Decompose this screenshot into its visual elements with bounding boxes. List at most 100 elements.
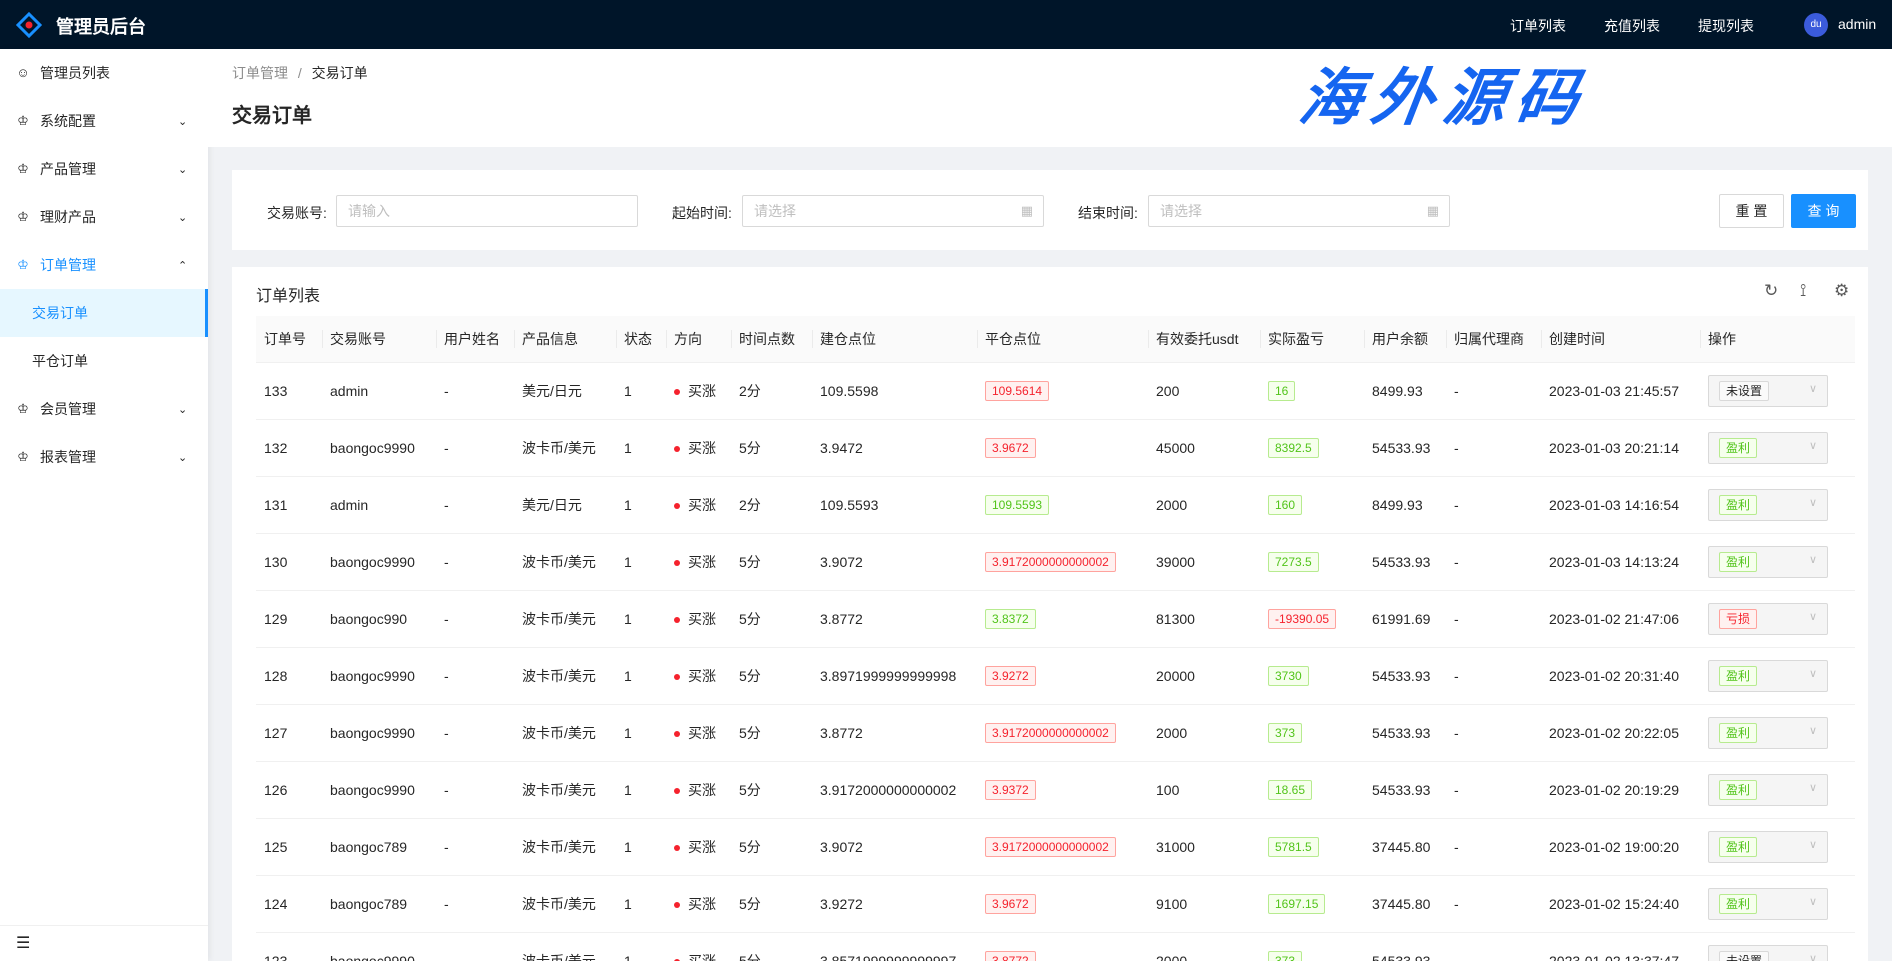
result-select[interactable]: 盈利 ∨	[1708, 545, 1828, 578]
result-select[interactable]: 未设置 ∨	[1708, 944, 1828, 961]
chevron-down-icon: ∨	[1808, 781, 1817, 794]
pnl-tag: 8392.5	[1268, 437, 1319, 458]
cell-product: 波卡币/美元	[514, 818, 616, 876]
cell-created: 2023-01-03 14:16:54	[1541, 476, 1700, 534]
order-table: 订单号 交易账号 用户姓名 产品信息 状态 方向 时间点数 建仓点位 平仓点位 有效委托usdt 实…	[256, 316, 1855, 961]
user-name[interactable]: admin	[1838, 16, 1877, 32]
sidebar-item-admin-list[interactable]: ☺ 管理员列表	[0, 49, 208, 97]
sidebar-item-label: 平仓订单	[32, 353, 88, 369]
cell-close: 3.9672	[977, 875, 1148, 933]
chevron-down-icon: ∨	[1808, 838, 1817, 851]
column-header: 交易账号	[322, 316, 436, 363]
avatar[interactable]: du	[1804, 13, 1828, 37]
result-select[interactable]: 盈利 ∨	[1708, 431, 1828, 464]
cell-agent: -	[1446, 761, 1541, 819]
cell-amount: 9100	[1148, 875, 1260, 933]
column-header: 有效委托usdt	[1148, 316, 1260, 363]
cell-account: admin	[322, 362, 436, 420]
sidebar-item-member-management[interactable]: ♔ 会员管理 ⌄	[0, 385, 208, 433]
sidebar: ☺ 管理员列表 ♔ 系统配置 ⌄ ♔ 产品管理 ⌄ ♔ 理财产品 ⌄ ♔ 订单管理 ⌃ 交易订单 …	[0, 49, 208, 961]
breadcrumb-parent[interactable]: 订单管理	[232, 65, 288, 81]
result-select[interactable]: 盈利 ∨	[1708, 773, 1828, 806]
column-header: 订单号	[256, 316, 322, 363]
sidebar-item-system-config[interactable]: ♔ 系统配置 ⌄	[0, 97, 208, 145]
sidebar-item-report-management[interactable]: ♔ 报表管理 ⌄	[0, 433, 208, 481]
cell-name: -	[436, 533, 514, 591]
sidebar-item-order-management[interactable]: ♔ 订单管理 ⌃	[0, 241, 208, 289]
result-select[interactable]: 盈利 ∨	[1708, 887, 1828, 920]
cell-created: 2023-01-03 21:45:57	[1541, 362, 1700, 420]
cell-op: 盈利 ∨	[1700, 476, 1855, 534]
direction-text: 买涨	[688, 781, 716, 798]
cell-period: 5分	[731, 419, 812, 477]
pnl-tag: 18.65	[1268, 779, 1313, 800]
cell-created: 2023-01-02 20:31:40	[1541, 647, 1700, 705]
page-title: 交易订单	[232, 105, 312, 127]
sidebar-item-product-management[interactable]: ♔ 产品管理 ⌄	[0, 145, 208, 193]
cell-account: baongoc9990	[322, 647, 436, 705]
cell-account: baongoc9990	[322, 533, 436, 591]
nav-withdraw-list[interactable]: 提现列表	[1698, 18, 1754, 34]
cell-direction: 买涨	[666, 476, 731, 534]
start-time-picker[interactable]: 请选择 ▦	[742, 195, 1044, 227]
result-select[interactable]: 亏损 ∨	[1708, 602, 1828, 635]
start-time-placeholder: 请选择	[754, 203, 796, 219]
cell-pnl: 7273.5	[1260, 533, 1364, 591]
chevron-down-icon: ∨	[1808, 724, 1817, 737]
cell-agent: -	[1446, 362, 1541, 420]
result-select[interactable]: 盈利 ∨	[1708, 659, 1828, 692]
result-select[interactable]: 盈利 ∨	[1708, 488, 1828, 521]
sidebar-item-finance-products[interactable]: ♔ 理财产品 ⌄	[0, 193, 208, 241]
cell-op: 盈利 ∨	[1700, 533, 1855, 591]
crown-icon: ♔	[17, 257, 29, 272]
result-select[interactable]: 盈利 ∨	[1708, 830, 1828, 863]
cell-status: 1	[616, 704, 666, 762]
query-button[interactable]: 查 询	[1791, 194, 1856, 228]
chevron-down-icon: ∨	[1808, 496, 1817, 509]
calendar-icon: ▦	[1020, 203, 1033, 218]
cell-name: -	[436, 761, 514, 819]
refresh-icon[interactable]: ↻	[1764, 281, 1779, 300]
close-tag: 3.9672	[985, 893, 1036, 914]
sidebar-item-closed-orders[interactable]: 平仓订单	[0, 337, 208, 385]
column-header: 平仓点位	[977, 316, 1148, 363]
cell-name: -	[436, 647, 514, 705]
cell-name: -	[436, 590, 514, 648]
result-select[interactable]: 未设置 ∨	[1708, 374, 1828, 407]
cell-close: 3.8772	[977, 932, 1148, 961]
cell-created: 2023-01-02 13:37:47	[1541, 932, 1700, 961]
nav-recharge-list[interactable]: 充值列表	[1604, 18, 1660, 34]
cell-agent: -	[1446, 875, 1541, 933]
column-header: 用户姓名	[436, 316, 514, 363]
cell-open: 3.9172000000000002	[812, 761, 977, 819]
sidebar-item-trade-orders[interactable]: 交易订单	[0, 289, 208, 337]
result-select[interactable]: 盈利 ∨	[1708, 716, 1828, 749]
cell-id: 126	[256, 761, 322, 819]
nav-order-list[interactable]: 订单列表	[1510, 18, 1566, 34]
table-header-row: 订单号 交易账号 用户姓名 产品信息 状态 方向 时间点数 建仓点位 平仓点位 有效委托usdt 实…	[256, 316, 1855, 363]
reset-button[interactable]: 重 置	[1719, 194, 1784, 228]
pnl-tag: 373	[1268, 722, 1303, 743]
cell-agent: -	[1446, 533, 1541, 591]
end-time-picker[interactable]: 请选择 ▦	[1148, 195, 1450, 227]
status-dot-icon	[674, 787, 680, 794]
start-time-label: 起始时间:	[672, 205, 732, 221]
breadcrumb-current: 交易订单	[311, 65, 368, 81]
cell-status: 1	[616, 533, 666, 591]
account-input[interactable]: 请输入	[336, 195, 638, 227]
cell-amount: 31000	[1148, 818, 1260, 876]
close-tag: 3.8372	[985, 608, 1036, 629]
table-row: 125 baongoc789- 波卡币/美元 1 买涨 5分 3.9072 3.9172000…	[256, 818, 1855, 876]
status-dot-icon	[674, 844, 680, 851]
filter-card: 交易账号: 请输入 起始时间: 请选择 ▦ 结束时间: 请选择 ▦ 重 置 查 询	[232, 170, 1868, 250]
calendar-icon: ▦	[1426, 203, 1439, 218]
cell-id: 124	[256, 875, 322, 933]
settings-icon[interactable]: ⚙	[1834, 281, 1850, 300]
smile-icon: ☺	[16, 65, 30, 80]
chevron-down-icon: ∨	[1808, 895, 1817, 908]
column-height-icon[interactable]: ⟟	[1800, 281, 1807, 300]
cell-name: -	[436, 818, 514, 876]
brand-title: 管理员后台	[56, 17, 146, 37]
menu-fold-icon[interactable]: ☰	[16, 935, 31, 952]
cell-amount: 200	[1148, 362, 1260, 420]
